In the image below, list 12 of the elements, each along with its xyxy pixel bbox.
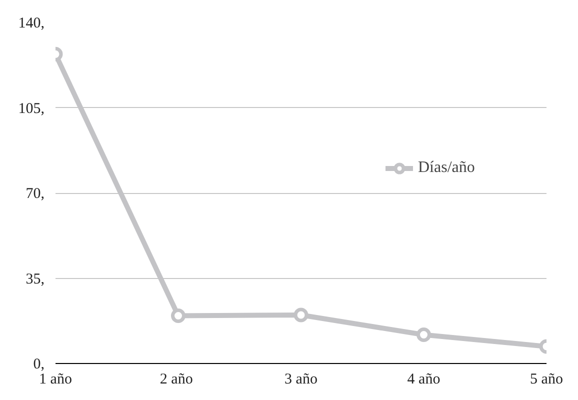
x-tick-label: 2 año	[160, 372, 193, 388]
y-tick-label: 105,	[18, 100, 44, 117]
y-tick-label: 0,	[33, 356, 44, 372]
point	[294, 308, 308, 322]
x-tick-label: 3 año	[284, 372, 318, 388]
y-tick-label: 35,	[26, 271, 44, 288]
y-tick-label: 140,	[18, 16, 44, 32]
legend-label: Días/año	[418, 159, 475, 177]
y-tick-label: 70,	[26, 186, 44, 202]
x-tick-label: 4 año	[407, 372, 440, 388]
x-tick-label: 1 año	[39, 372, 72, 388]
x-tick-label: 5 año	[530, 372, 563, 388]
